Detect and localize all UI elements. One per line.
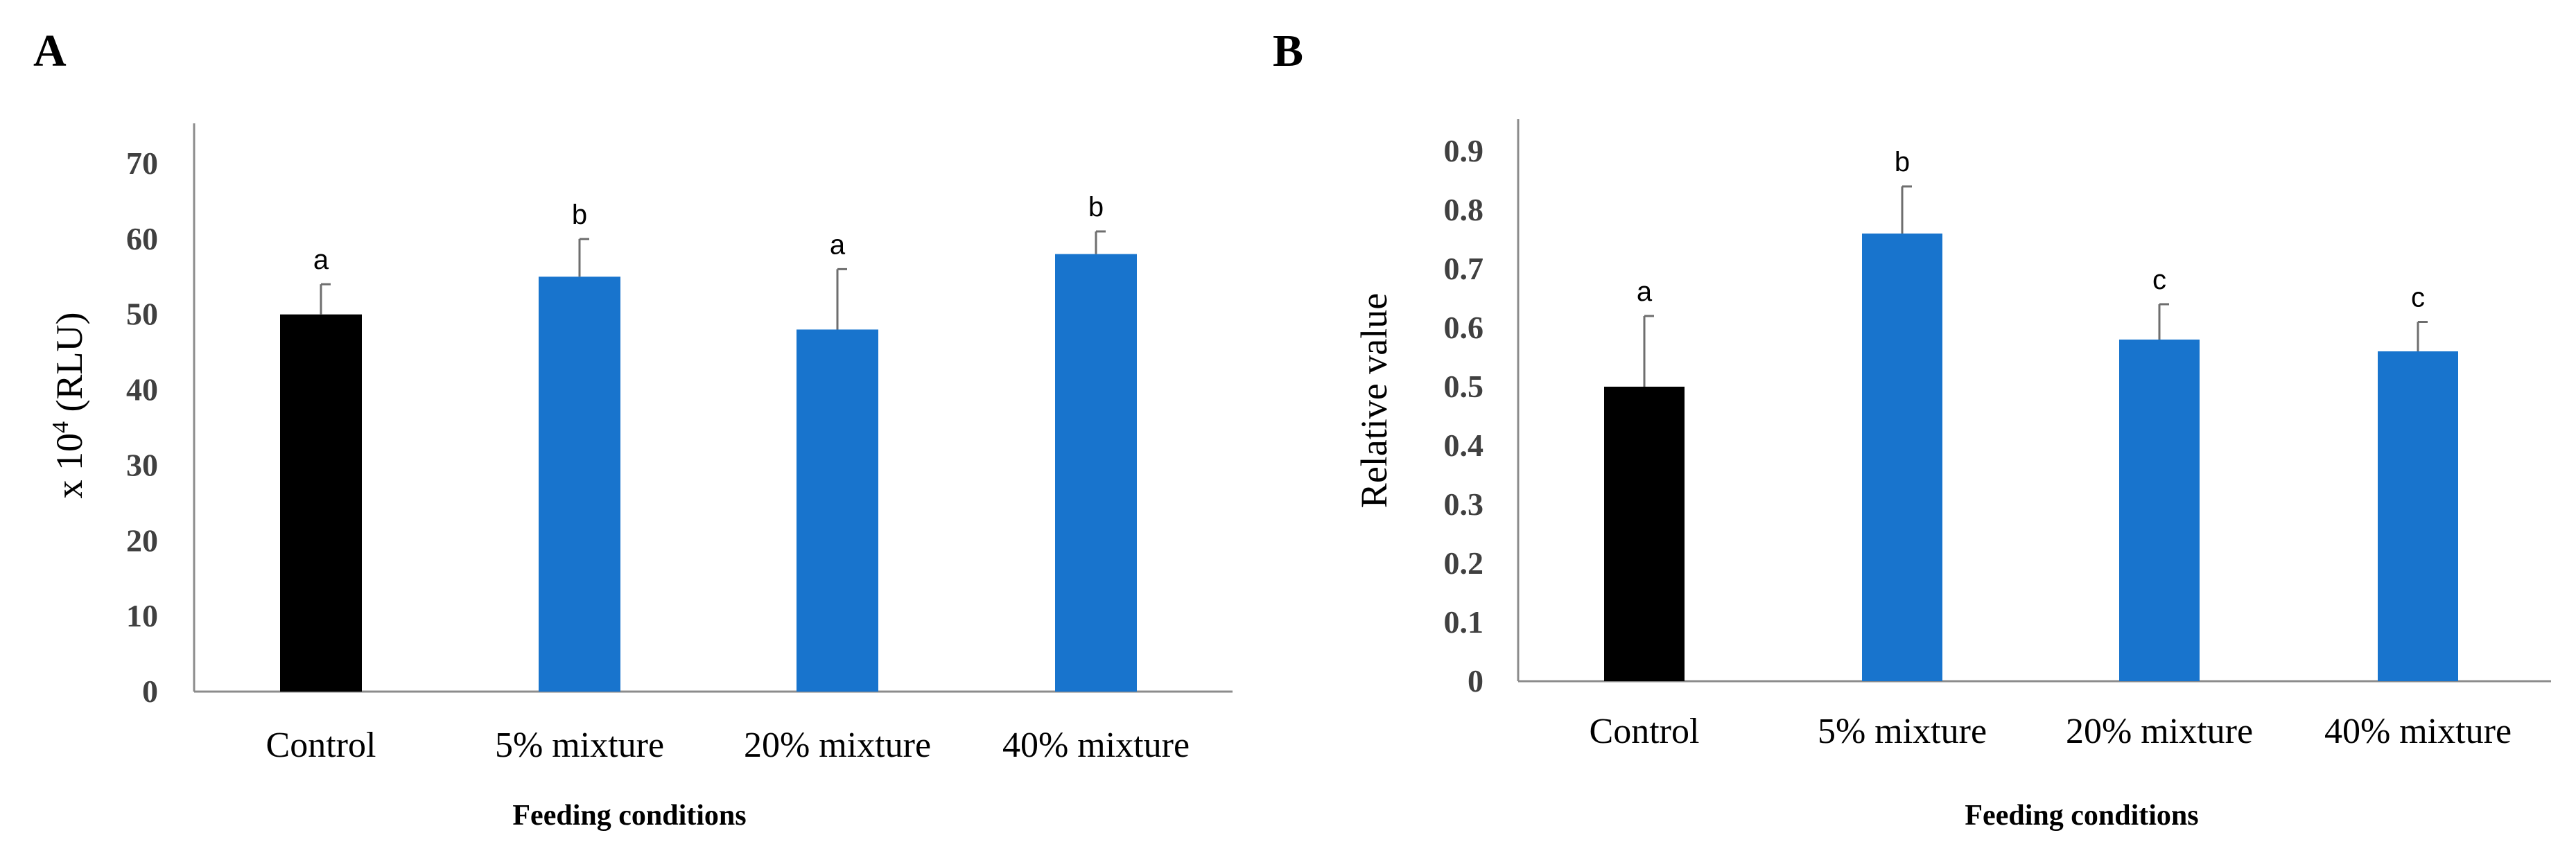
- bar-a: [280, 314, 362, 692]
- bar-b: [2119, 340, 2200, 681]
- y-tick-label-b: 0.1: [1444, 604, 1484, 640]
- x-axis-label-a: Feeding conditions: [512, 800, 746, 832]
- y-tick-label-a: 10: [126, 598, 158, 633]
- category-label-b: 5% mixture: [1818, 712, 1987, 751]
- significance-label-a: a: [830, 229, 846, 260]
- y-axis-label-a-suffix: (RLU): [49, 313, 90, 421]
- y-tick-label-a: 60: [126, 221, 158, 256]
- significance-label-b: c: [2411, 283, 2425, 313]
- y-tick-label-a: 20: [126, 523, 158, 558]
- category-label-a: Control: [266, 726, 376, 765]
- significance-label-a: b: [1088, 192, 1104, 222]
- y-tick-label-a: 70: [126, 146, 158, 181]
- panel-label-a: A: [33, 26, 67, 76]
- y-tick-label-b: 0.3: [1444, 486, 1484, 522]
- y-axis-label-a: x 104 (RLU): [48, 313, 90, 499]
- y-axis-label-a-prefix: x 10: [49, 433, 90, 499]
- y-tick-label-b: 0.4: [1444, 428, 1484, 463]
- panel-a: A 0 10 20 30 40 50 60 70 a b a b Control 5% mixture…: [33, 26, 1233, 832]
- y-tick-labels-b: 0 0.1 0.2 0.3 0.4 0.5 0.6 0.7 0.8 0.9: [1444, 133, 1484, 699]
- significance-label-b: a: [1637, 277, 1653, 307]
- panel-b: B 0 0.1 0.2 0.3 0.4 0.5 0.6 0.7 0.8 0.9 a b c c Cont…: [1273, 26, 2551, 832]
- y-tick-label-a: 50: [126, 297, 158, 332]
- bar-b: [2378, 351, 2458, 681]
- x-axis-label-b: Feeding conditions: [1965, 800, 2198, 832]
- y-axis-label-a-exp: 4: [48, 421, 73, 433]
- significance-label-a: b: [572, 200, 587, 230]
- category-label-b: 20% mixture: [2066, 712, 2253, 751]
- significance-label-b: b: [1895, 147, 1910, 177]
- panel-label-b: B: [1273, 26, 1303, 76]
- category-label-b: 40% mixture: [2324, 712, 2512, 751]
- category-labels-a: Control 5% mixture 20% mixture 40% mixture: [266, 726, 1190, 765]
- y-tick-label-b: 0.6: [1444, 310, 1484, 345]
- y-tick-label-a: 40: [126, 372, 158, 407]
- category-label-a: 5% mixture: [495, 726, 664, 765]
- bars-b: a b c c: [1604, 147, 2458, 681]
- bar-a: [1055, 254, 1137, 692]
- category-label-a: 20% mixture: [744, 726, 931, 765]
- bar-b: [1604, 387, 1685, 681]
- significance-label-b: c: [2152, 265, 2166, 295]
- significance-label-a: a: [313, 245, 329, 275]
- category-labels-b: Control 5% mixture 20% mixture 40% mixture: [1590, 712, 2512, 751]
- bar-a: [797, 329, 878, 692]
- y-tick-label-b: 0: [1468, 663, 1483, 699]
- y-tick-labels-a: 0 10 20 30 40 50 60 70: [126, 146, 158, 709]
- bars-a: a b a b: [280, 192, 1137, 692]
- bar-a: [539, 277, 620, 692]
- category-label-a: 40% mixture: [1002, 726, 1190, 765]
- y-tick-label-a: 30: [126, 447, 158, 482]
- y-axis-label-b: Relative value: [1353, 293, 1395, 508]
- y-tick-label-b: 0.9: [1444, 133, 1484, 168]
- y-tick-label-b: 0.5: [1444, 369, 1484, 404]
- y-tick-label-b: 0.8: [1444, 192, 1484, 227]
- y-tick-label-a: 0: [142, 674, 158, 709]
- category-label-b: Control: [1590, 712, 1700, 751]
- y-tick-label-b: 0.7: [1444, 251, 1484, 286]
- bar-b: [1862, 234, 1942, 681]
- y-tick-label-b: 0.2: [1444, 545, 1484, 581]
